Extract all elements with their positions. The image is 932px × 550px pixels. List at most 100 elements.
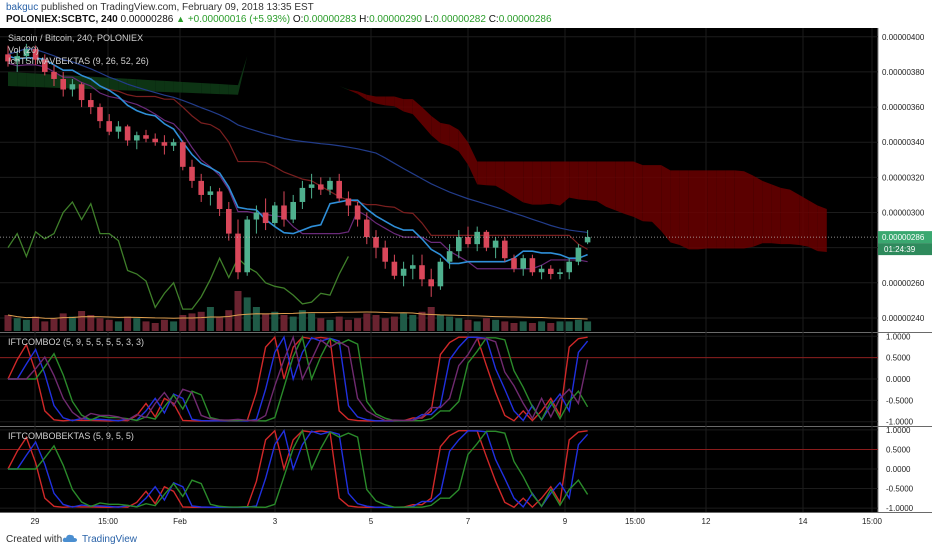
candle-body	[32, 49, 39, 60]
volume-bar	[289, 316, 297, 331]
volume-bar	[409, 315, 417, 331]
tradingview-brand[interactable]: TradingView	[82, 534, 138, 545]
candle-body	[318, 184, 324, 190]
volume-bar	[381, 318, 389, 331]
osc-tick-label: 0.0000	[886, 465, 911, 474]
price-tick-label: 0.00000320	[882, 173, 925, 182]
volume-bar	[335, 316, 343, 331]
volume-bar	[4, 315, 12, 331]
price-scale-background	[878, 28, 932, 520]
volume-bar	[271, 311, 279, 331]
candle-body	[483, 231, 490, 248]
candle-body	[382, 247, 388, 262]
chart-canvas[interactable]: 0.00000400 0.00000380 0.00000360 0.00000340…	[0, 28, 932, 528]
volume-bar	[87, 315, 95, 331]
ichimoku-cloud-segment	[661, 165, 671, 243]
volume-bar	[354, 318, 362, 331]
volume-bar	[234, 291, 242, 331]
ichimoku-cloud-segment	[550, 161, 560, 206]
candle-body	[437, 261, 444, 287]
volume-bar	[252, 307, 260, 331]
ichimoku-cloud-segment	[118, 78, 128, 91]
candle-body	[557, 272, 563, 275]
candle-body	[566, 261, 572, 273]
osc-tick-label: 0.0000	[886, 375, 911, 384]
candle-body	[198, 180, 204, 195]
time-tick-label: Feb	[173, 517, 187, 526]
candle-body	[272, 205, 278, 224]
volume-bar	[464, 319, 472, 331]
ichimoku-cloud-segment	[771, 184, 781, 245]
ichimoku-cloud-segment	[440, 122, 450, 147]
ichimoku-cloud-segment	[569, 161, 579, 200]
osc-line	[8, 335, 589, 422]
ichimoku-cloud-segment	[109, 77, 119, 91]
volume-bar	[142, 321, 150, 331]
ichimoku-cloud-segment	[164, 80, 174, 93]
donchian-line	[7, 62, 588, 270]
ichimoku-cloud-segment	[606, 161, 616, 211]
candle-body	[115, 126, 122, 132]
candle-body	[299, 187, 306, 202]
price-tick-label: 0.00000400	[882, 33, 925, 42]
ichimoku-cloud-segment	[17, 72, 27, 87]
ichimoku-cloud-segment	[376, 96, 386, 106]
volume-bar	[160, 319, 168, 331]
osc-line	[8, 334, 589, 422]
open-value: 0.00000283	[303, 14, 357, 25]
volume-bar	[197, 311, 205, 331]
candle-body	[345, 198, 352, 206]
candle-body	[456, 237, 462, 252]
candle-body	[226, 208, 232, 234]
ichimoku-cloud-segment	[578, 161, 588, 201]
ichimoku-cloud-segment	[753, 175, 763, 247]
candle-body	[134, 135, 140, 141]
ichimoku-cloud-segment	[26, 72, 36, 88]
candle-body	[520, 258, 526, 269]
candle-body	[97, 107, 103, 122]
volume-bar	[510, 323, 518, 331]
candle-body	[373, 237, 379, 248]
volume-bar	[179, 315, 187, 331]
ichimoku-cloud-segment	[495, 161, 505, 191]
price-tick-label: 0.00000300	[882, 209, 925, 218]
low-value: 0.00000282	[433, 14, 486, 25]
candle-body	[69, 84, 76, 90]
time-tick-label: 5	[369, 517, 374, 526]
ichimoku-cloud-segment	[790, 189, 800, 246]
volume-bar	[501, 321, 509, 331]
candle-body	[584, 237, 591, 243]
candle-body	[189, 166, 195, 181]
volume-bar	[96, 318, 104, 331]
time-axis-background	[0, 513, 932, 520]
ichimoku-cloud-segment	[744, 171, 754, 249]
candle-body	[281, 205, 287, 220]
volume-bar	[151, 323, 159, 331]
publisher-name[interactable]: bakguc	[6, 2, 39, 13]
candle-body	[354, 205, 361, 220]
price-tick-label: 0.00000340	[882, 138, 925, 147]
osc-tick-label: -1.0000	[886, 504, 914, 513]
ichimoku-cloud-segment	[633, 161, 643, 222]
volume-bar	[170, 321, 178, 331]
ichimoku-cloud-segment	[35, 73, 45, 88]
candle-body	[253, 212, 260, 220]
candle-body	[14, 56, 20, 62]
volume-bar	[78, 311, 86, 331]
ichimoku-cloud-segment	[127, 78, 137, 91]
candle-body	[391, 261, 398, 276]
candle-body	[575, 247, 582, 262]
up-arrow-icon: ▲	[176, 14, 186, 24]
time-tick-label: 29	[31, 517, 40, 526]
volume-ma-line	[7, 311, 588, 320]
volume-bar	[13, 318, 21, 331]
time-tick-label: 14	[799, 517, 808, 526]
volume-bar	[363, 313, 371, 331]
ichimoku-cloud-segment	[780, 187, 790, 245]
ichimoku-cloud-segment	[541, 161, 551, 205]
candle-body	[207, 191, 214, 195]
volume-bar	[68, 316, 76, 331]
published-text: published on TradingView.com, February 0…	[41, 2, 314, 13]
volume-bar	[547, 323, 555, 331]
ichimoku-cloud-segment	[357, 91, 367, 101]
